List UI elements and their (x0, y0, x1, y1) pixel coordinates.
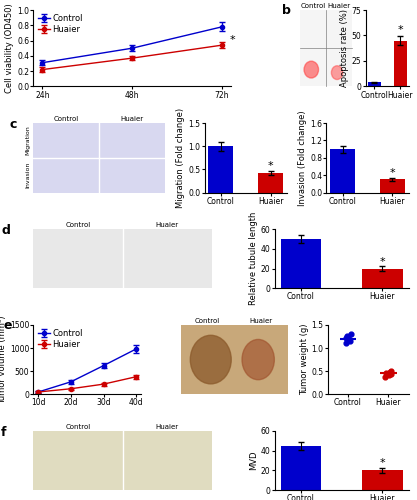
Point (342, 334, 349, 342)
Text: *: * (268, 162, 274, 172)
Bar (368, 82, 381, 86)
Text: Huaier: Huaier (327, 2, 350, 8)
Ellipse shape (190, 336, 231, 384)
Y-axis label: MVD: MVD (249, 450, 258, 470)
Text: Migration: Migration (26, 126, 31, 156)
Text: *: * (397, 26, 403, 36)
Text: c: c (10, 118, 17, 130)
Bar (208, 146, 233, 192)
Text: Huaier: Huaier (156, 424, 179, 430)
Ellipse shape (332, 66, 343, 80)
Text: Control: Control (65, 424, 90, 430)
Point (348, 330, 354, 338)
Bar (281, 239, 322, 288)
Point (387, 368, 393, 376)
Ellipse shape (242, 340, 274, 380)
Y-axis label: Cell viability (OD450): Cell viability (OD450) (5, 4, 14, 93)
Point (382, 372, 389, 380)
Y-axis label: Tumor volume (mm³): Tumor volume (mm³) (0, 316, 7, 404)
Point (387, 367, 394, 375)
Text: *: * (389, 168, 395, 178)
Bar (394, 40, 407, 86)
Text: Huaier: Huaier (250, 318, 273, 324)
Text: Control: Control (195, 318, 220, 324)
Point (342, 340, 349, 347)
Point (382, 370, 389, 378)
Y-axis label: Relative tubule length: Relative tubule length (249, 212, 258, 306)
Point (344, 332, 351, 340)
Bar (362, 470, 402, 490)
Text: *: * (379, 458, 385, 468)
Text: *: * (379, 256, 385, 266)
Text: e: e (3, 320, 12, 332)
Ellipse shape (304, 61, 319, 78)
Text: b: b (282, 4, 291, 17)
Y-axis label: Invasion (Fold change): Invasion (Fold change) (298, 110, 307, 206)
Text: Huaier: Huaier (156, 222, 179, 228)
Bar (362, 268, 402, 288)
Point (386, 371, 392, 379)
Legend: Control, Huaier: Control, Huaier (38, 14, 83, 34)
Text: Control: Control (54, 116, 79, 122)
Bar (330, 149, 355, 192)
Bar (380, 180, 405, 192)
Text: f: f (1, 426, 7, 440)
Text: Control: Control (65, 222, 90, 228)
Text: *: * (229, 35, 235, 45)
Point (346, 337, 353, 345)
Bar (258, 173, 283, 193)
Bar (281, 446, 322, 490)
Text: Control: Control (300, 2, 325, 8)
Y-axis label: Tumor weight (g): Tumor weight (g) (300, 324, 309, 396)
Point (388, 370, 395, 378)
Text: Huaier: Huaier (121, 116, 144, 122)
Text: d: d (1, 224, 10, 237)
Y-axis label: Apoptosis rate (%): Apoptosis rate (%) (340, 9, 349, 87)
Text: Invasion: Invasion (26, 162, 31, 188)
Legend: Control, Huaier: Control, Huaier (38, 329, 83, 348)
Y-axis label: Migration (Fold change): Migration (Fold change) (176, 108, 186, 208)
Point (345, 335, 352, 343)
